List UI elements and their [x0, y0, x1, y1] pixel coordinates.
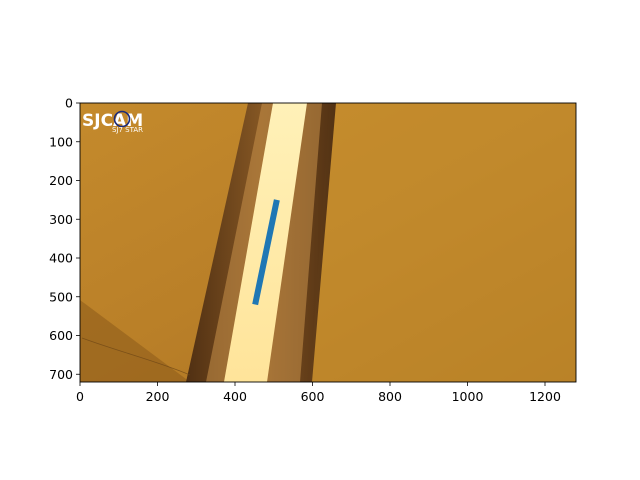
x-tick-label: 400: [223, 389, 247, 404]
series-line: [252, 199, 280, 306]
camera-watermark-logo: SJCAM SJ7 STAR: [82, 110, 143, 134]
series-layer: [252, 199, 280, 306]
y-tick-label: 300: [49, 212, 73, 227]
x-tick-label: 1200: [529, 389, 561, 404]
watermark-brand: SJCAM: [82, 111, 143, 131]
x-tick-label: 1000: [452, 389, 484, 404]
y-tick-label: 600: [49, 328, 73, 343]
y-tick-label: 100: [49, 134, 73, 149]
x-tick-label: 600: [301, 389, 325, 404]
plot-frame: [79, 102, 577, 383]
y-tick-label: 700: [49, 367, 73, 382]
x-tick-label: 0: [76, 389, 84, 404]
y-axis: 0 100 200 300 400 500 600 700: [49, 96, 80, 382]
y-tick-label: 500: [49, 289, 73, 304]
y-tick-label: 200: [49, 173, 73, 188]
x-tick-label: 800: [378, 389, 402, 404]
y-tick-label: 400: [49, 251, 73, 266]
y-tick-label: 0: [65, 96, 73, 111]
background-photo: [80, 103, 576, 382]
x-tick-label: 200: [146, 389, 170, 404]
watermark-model: SJ7 STAR: [112, 126, 143, 134]
logo-ring-icon: [113, 110, 131, 128]
x-axis: 0 200 400 600 800 1000 1200: [76, 382, 561, 404]
